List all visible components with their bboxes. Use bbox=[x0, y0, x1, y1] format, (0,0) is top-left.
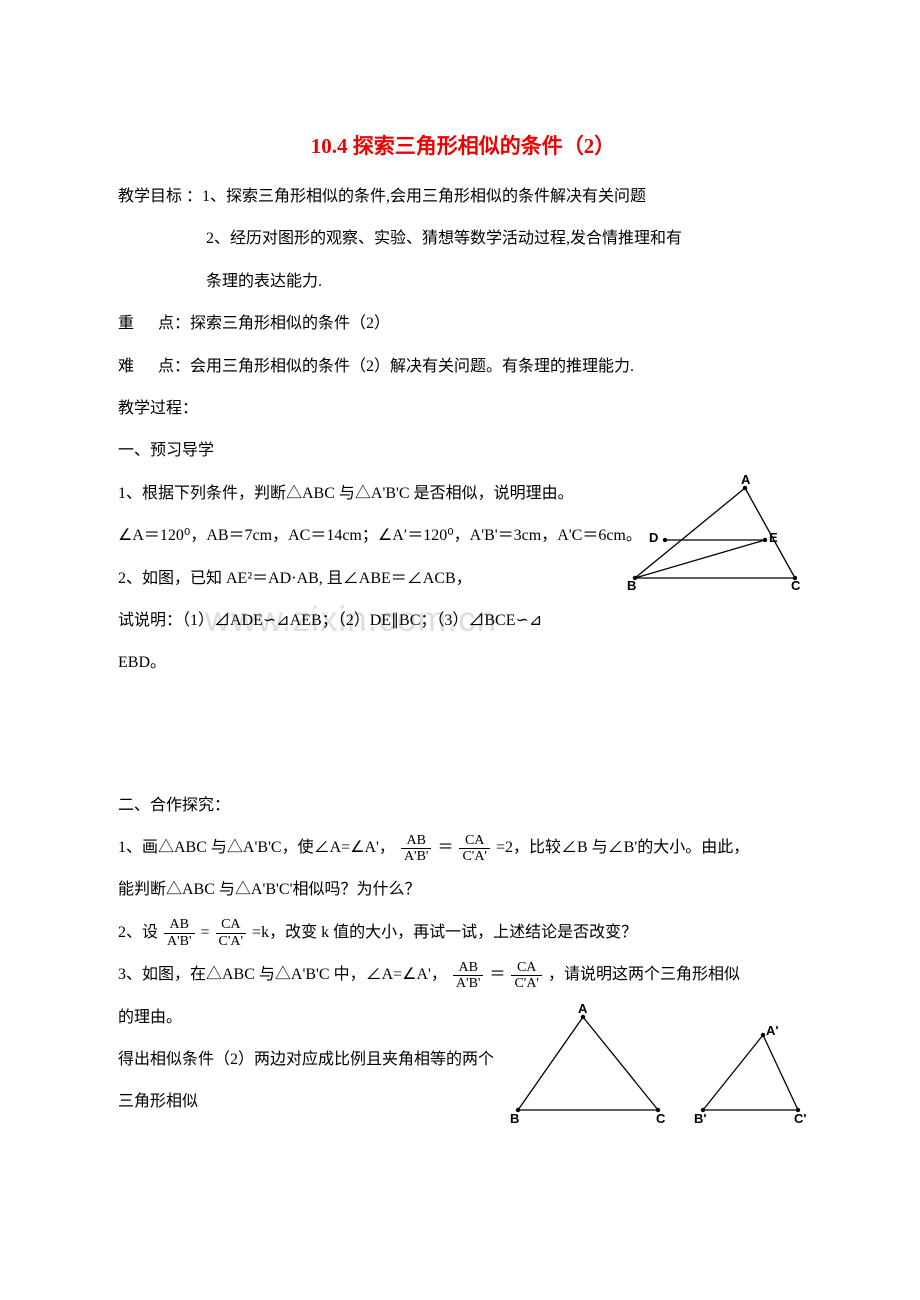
p2-1a: 1、画△ABC 与△A'B'C，使∠A=∠A'， bbox=[118, 839, 395, 856]
frac-num: AB bbox=[453, 960, 484, 975]
goal-2a: 2、经历对图形的观察、实验、猜想等数学活动过程,发合情推理和有 bbox=[118, 220, 808, 258]
p2-4a: 3、如图，在△ABC 与△A'B'C 中，∠A=∠A'， bbox=[118, 966, 447, 983]
section-2-heading: 二、合作探究： bbox=[118, 787, 808, 825]
p2-3c: =k，改变 k 值的大小，再试一试，上述结论是否改变？ bbox=[252, 924, 637, 941]
problem-2-4: 3、如图，在△ABC 与△A'B'C 中，∠A=∠A'， ABA'B' ＝ CA… bbox=[118, 956, 808, 994]
conclusion-1: 得出相似条件（2）两边对应成比例且夹角相等的两个 bbox=[118, 1041, 808, 1079]
fraction-3: ABA'B' bbox=[164, 917, 195, 949]
difficult-point-line: 难 点：会用三角形相似的条件（2）解决有关问题。有条理的推理能力. bbox=[118, 348, 808, 386]
goal-1: 1、探索三角形相似的条件,会用三角形相似的条件解决有关问题 bbox=[202, 188, 646, 205]
problem-1-1: 1、根据下列条件，判断△ABC 与△A'B'C 是否相似，说明理由。 bbox=[118, 475, 808, 513]
problem-1-2: ∠A＝120⁰，AB＝7cm，AC＝14cm；∠A′＝120⁰，A'B'＝3cm… bbox=[118, 517, 808, 555]
problem-2-5: 的理由。 bbox=[118, 999, 808, 1037]
fraction-1: ABA'B' bbox=[401, 833, 432, 865]
p2-1c: =2，比较∠B 与∠B'的大小。由此， bbox=[496, 839, 749, 856]
diff-label-1: 难 bbox=[118, 358, 134, 375]
eq-1: ＝ bbox=[437, 839, 453, 856]
frac-num: CA bbox=[216, 917, 247, 932]
frac-num: AB bbox=[401, 833, 432, 848]
goals-label: 教学目标 ： bbox=[118, 188, 202, 205]
fraction-5: ABA'B' bbox=[453, 960, 484, 992]
frac-den: A'B' bbox=[401, 848, 432, 864]
key-point-line: 重 点：探索三角形相似的条件（2） bbox=[118, 305, 808, 343]
conclusion-2: 三角形相似 bbox=[118, 1083, 808, 1121]
frac-num: CA bbox=[511, 960, 542, 975]
key-label-2: 点： bbox=[158, 315, 190, 332]
problem-2-3: 2、设 ABA'B' = CAC'A' =k，改变 k 值的大小，再试一试，上述… bbox=[118, 914, 808, 952]
diff-label-2: 点： bbox=[158, 358, 190, 375]
diff-text: 会用三角形相似的条件（2）解决有关问题。有条理的推理能力. bbox=[190, 358, 634, 375]
process-label: 教学过程： bbox=[118, 390, 808, 428]
problem-2-2: 能判断△ABC 与△A'B'C'相似吗？为什么？ bbox=[118, 871, 808, 909]
eq-2: = bbox=[201, 924, 210, 941]
key-text: 探索三角形相似的条件（2） bbox=[190, 315, 390, 332]
goal-2b: 条理的表达能力. bbox=[118, 263, 808, 301]
goals-line-1: 教学目标 ：1、探索三角形相似的条件,会用三角形相似的条件解决有关问题 bbox=[118, 178, 808, 216]
frac-den: A'B' bbox=[453, 975, 484, 991]
key-label-1: 重 bbox=[118, 315, 134, 332]
frac-num: CA bbox=[459, 833, 490, 848]
frac-den: A'B' bbox=[164, 933, 195, 949]
problem-2-1: 1、画△ABC 与△A'B'C，使∠A=∠A'， ABA'B' ＝ CAC'A'… bbox=[118, 829, 808, 867]
frac-den: C'A' bbox=[216, 933, 247, 949]
frac-num: AB bbox=[164, 917, 195, 932]
p2-3a: 2、设 bbox=[118, 924, 158, 941]
fraction-2: CAC'A' bbox=[459, 833, 490, 865]
p2-4c: ，请说明这两个三角形相似 bbox=[548, 966, 740, 983]
eq-3: ＝ bbox=[489, 966, 505, 983]
lesson-title: 10.4 探索三角形相似的条件（2） bbox=[118, 130, 808, 160]
fraction-4: CAC'A' bbox=[216, 917, 247, 949]
problem-1-3: 2、如图，已知 AE²＝AD·AB, 且∠ABE＝∠ACB， bbox=[118, 560, 808, 598]
frac-den: C'A' bbox=[459, 848, 490, 864]
section-1-heading: 一、预习导学 bbox=[118, 432, 808, 470]
spacer bbox=[118, 687, 808, 787]
frac-den: C'A' bbox=[511, 975, 542, 991]
problem-1-4: 试说明：（1）⊿ADE∽⊿AEB；（2）DE∥BC；（3）⊿BCE∽⊿ bbox=[118, 602, 808, 640]
fraction-6: CAC'A' bbox=[511, 960, 542, 992]
problem-1-5: EBD。 bbox=[118, 644, 808, 682]
document-content: 10.4 探索三角形相似的条件（2） 教学目标 ：1、探索三角形相似的条件,会用… bbox=[118, 130, 808, 1122]
